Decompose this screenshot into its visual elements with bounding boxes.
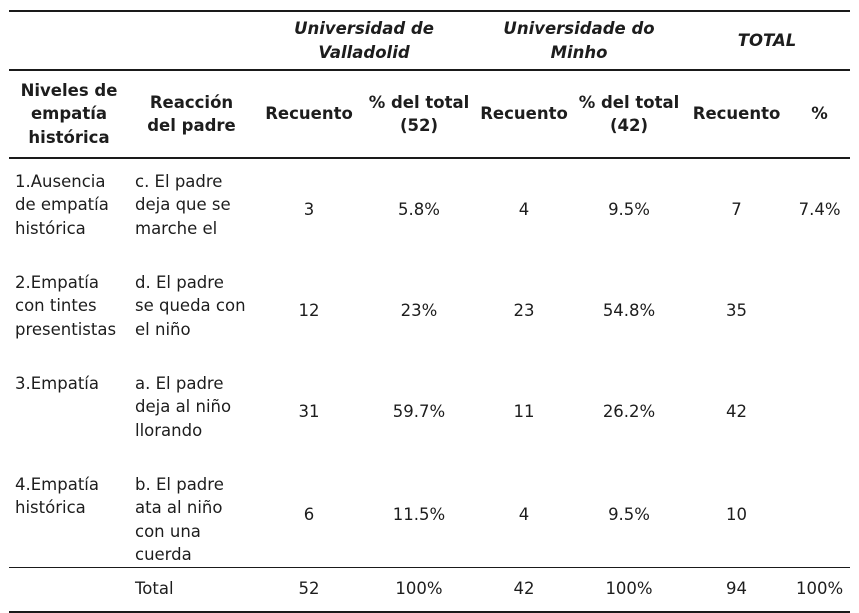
cell-recuento-total: 7: [731, 199, 742, 219]
cell-pct-valladolid: 23%: [400, 300, 438, 320]
cell-recuento-minho: 4: [518, 199, 530, 219]
cell-recuento-total: 10: [726, 504, 748, 524]
group-header-empty: [9, 11, 254, 70]
total-pct-valladolid: 100%: [395, 579, 443, 599]
group-header-total: TOTAL: [737, 30, 797, 50]
cell-recuento-minho: 23: [513, 300, 535, 320]
total-pct-total: 100%: [795, 579, 844, 599]
col-header-recuento-valladolid: Recuento: [265, 104, 353, 124]
table-row: 2.Empatía con tintes presentistas d. El …: [9, 260, 850, 361]
table-row: 1.Ausencia de empatía histórica c. El pa…: [9, 158, 850, 260]
cell-pct-valladolid: 5.8%: [398, 199, 440, 219]
cell-reaccion: a. El padre deja al niño llorando: [135, 374, 232, 440]
cell-pct-minho: 54.8%: [602, 300, 656, 320]
table-row: 3.Empatía a. El padre deja al niño llora…: [9, 361, 850, 462]
cell-pct-minho: 9.5%: [608, 504, 650, 524]
cell-recuento-valladolid: 3: [303, 199, 315, 219]
cell-nivel: 4.Empatía histórica: [15, 475, 99, 518]
column-header-row: Niveles de empatía histórica Reacción de…: [9, 70, 851, 158]
cell-reaccion: c. El padre deja que se marche el: [135, 172, 231, 238]
cell-pct-total: [789, 462, 850, 567]
total-label: Total: [135, 579, 174, 599]
cell-nivel: 2.Empatía con tintes presentistas: [15, 273, 117, 339]
col-header-pct-valladolid: % del total (52): [368, 92, 470, 135]
total-recuento-valladolid: 52: [298, 579, 320, 599]
cell-pct-valladolid: 11.5%: [392, 504, 446, 524]
cell-recuento-minho: 4: [518, 504, 530, 524]
empathy-levels-table: Universidad de Valladolid Universidade d…: [9, 10, 851, 613]
group-header-minho: Universidade do Minho: [503, 19, 655, 62]
total-recuento-total: 94: [726, 579, 748, 599]
col-header-pct-total: %: [811, 104, 828, 124]
cell-recuento-valladolid: 12: [298, 300, 320, 320]
cell-pct-total: [789, 361, 850, 462]
cell-reaccion: b. El padre ata al niño con una cuerda: [135, 475, 224, 565]
col-header-recuento-minho: Recuento: [480, 104, 568, 124]
cell-pct-minho: 9.5%: [608, 199, 650, 219]
cell-recuento-total: 42: [726, 401, 748, 421]
cell-pct-minho: 26.2%: [602, 401, 656, 421]
cell-nivel: 1.Ausencia de empatía histórica: [15, 172, 109, 238]
cell-recuento-total: 35: [726, 300, 748, 320]
col-header-pct-minho: % del total (42): [578, 92, 680, 135]
cell-recuento-valladolid: 31: [298, 401, 320, 421]
cell-recuento-valladolid: 6: [303, 504, 315, 524]
col-header-recuento-total: Recuento: [692, 104, 781, 124]
total-recuento-minho: 42: [513, 579, 535, 599]
table-row: 4.Empatía histórica b. El padre ata al n…: [9, 462, 850, 567]
col-header-reaccion: Reacción del padre: [147, 92, 236, 135]
cell-nivel: 3.Empatía: [15, 374, 99, 393]
col-header-niveles: Niveles de empatía histórica: [20, 80, 118, 147]
group-header-row: Universidad de Valladolid Universidade d…: [9, 11, 851, 70]
cell-pct-total: [789, 260, 850, 361]
cell-pct-total: 7.4%: [798, 199, 841, 219]
cell-recuento-minho: 11: [513, 401, 535, 421]
cell-reaccion: d. El padre se queda con el niño: [135, 273, 246, 339]
cell-empty: [9, 567, 129, 612]
total-pct-minho: 100%: [605, 579, 653, 599]
cell-pct-valladolid: 59.7%: [392, 401, 446, 421]
group-header-valladolid: Universidad de Valladolid: [294, 19, 434, 62]
total-row: Total 52 100% 42 100% 94 100%: [9, 567, 851, 612]
